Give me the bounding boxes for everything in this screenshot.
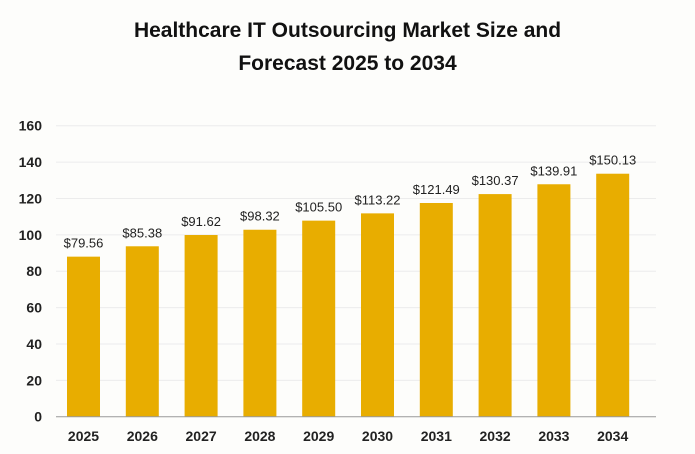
x-tick-label: 2027 [186,428,217,444]
chart-title-line-2: Forecast 2025 to 2034 [238,52,457,75]
data-label: $105.50 [295,200,342,215]
x-tick-label: 2031 [421,428,452,444]
bar [361,213,394,417]
bar [478,194,512,417]
x-tick-label: 2032 [480,428,511,444]
data-label: $91.62 [181,214,221,229]
y-tick-label: 0 [34,409,42,425]
data-label: $150.13 [589,153,636,168]
data-label: $139.91 [530,163,577,178]
x-tick-label: 2025 [68,428,99,444]
bar [419,202,453,417]
x-tick-label: 2029 [303,428,334,444]
data-label: $113.22 [354,192,400,207]
bar [184,235,218,417]
y-tick-label: 100 [19,227,43,243]
y-tick-label: 60 [26,300,42,316]
y-tick-label: 80 [26,263,42,279]
bar [67,256,100,417]
bar [537,184,571,417]
bar [596,173,630,417]
data-label: $98.32 [240,209,280,224]
y-tick-label: 40 [26,336,42,352]
data-label: $121.49 [413,182,460,197]
x-tick-label: 2034 [597,428,628,444]
x-tick-label: 2030 [362,428,393,444]
bar [302,220,336,417]
y-tick-label: 160 [19,118,43,134]
y-tick-label: 140 [19,154,43,170]
chart-title: Healthcare IT Outsourcing Market Size an… [0,14,695,80]
x-tick-label: 2028 [244,428,275,444]
y-tick-label: 20 [26,372,42,388]
x-tick-label: 2033 [538,428,569,444]
data-label: $79.56 [64,236,104,251]
bar [243,229,277,417]
bar [125,246,159,417]
chart-title-line-1: Healthcare IT Outsourcing Market Size an… [133,19,562,42]
data-label: $85.38 [122,225,162,240]
y-tick-label: 120 [19,190,43,206]
x-tick-label: 2026 [127,428,158,444]
data-label: $130.37 [472,173,519,188]
